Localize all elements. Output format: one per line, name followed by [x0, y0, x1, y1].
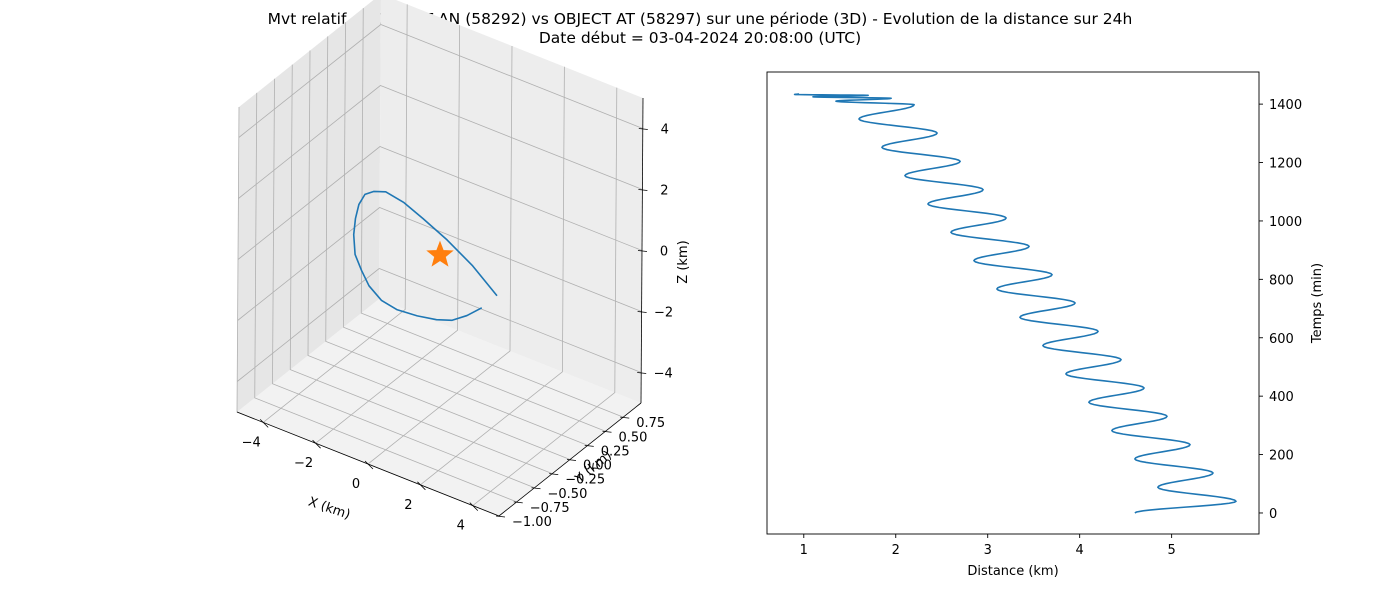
- y-tick-label: −0.50: [548, 487, 588, 502]
- grid-line-y: [289, 64, 553, 474]
- grid-line-x: [472, 87, 618, 506]
- grid-line-y: [254, 92, 517, 503]
- z-axis-title: Z (km): [676, 240, 691, 283]
- grid-line-x: [315, 25, 460, 444]
- grid-line-y: [307, 50, 571, 460]
- y-tick: [566, 459, 577, 461]
- figure-title-line2: Date début = 03-04-2024 20:08:00 (UTC): [538, 29, 862, 47]
- y-axis-title: Temps (min): [1310, 263, 1325, 344]
- z-tick-label: −4: [654, 367, 673, 382]
- y-tick: [513, 501, 523, 504]
- y-tick-label: 0.25: [601, 444, 630, 459]
- grid-line-z: [238, 85, 643, 199]
- x-tick-label: 2: [404, 498, 412, 513]
- z-tick-label: −2: [654, 306, 673, 321]
- z-tick: [638, 189, 648, 191]
- y-tick: [495, 515, 506, 518]
- y-tick: [584, 444, 594, 447]
- y-tick: [602, 430, 612, 433]
- y-tick-label: −1.00: [512, 515, 552, 530]
- grid-line-y: [272, 78, 535, 489]
- x-tick: [364, 460, 374, 470]
- y-tick: [549, 473, 559, 476]
- y-tick-label: 0.00: [583, 459, 612, 474]
- z-tick: [638, 128, 648, 130]
- y-tick-label: 0.75: [636, 416, 665, 431]
- chart-3d-trajectory: −4−2024 −1.00−0.75−0.50−0.250.000.250.500…: [236, 0, 691, 534]
- x-tick: [312, 439, 321, 449]
- grid-line-x: [420, 66, 565, 486]
- y-tick-label: 400: [1269, 390, 1294, 405]
- y-tick-label: −0.25: [565, 473, 605, 488]
- y-tick-label: 0: [1269, 507, 1277, 522]
- x-tick-label: 4: [1076, 543, 1084, 558]
- z-axis-line: [640, 97, 644, 404]
- x-tick-label: −2: [294, 456, 313, 471]
- trajectory-line: [352, 190, 498, 322]
- grid-line-x: [367, 45, 513, 465]
- x-tick-label: −4: [242, 435, 261, 450]
- y-tick-label: 200: [1269, 449, 1294, 464]
- z-tick-label: 0: [660, 245, 668, 260]
- grid-line-y: [325, 36, 588, 446]
- y-tick: [531, 487, 541, 490]
- x-tick: [259, 419, 269, 428]
- grid-line-y: [360, 8, 624, 418]
- z-tick-label: 4: [661, 123, 669, 138]
- y-tick-label: −0.75: [530, 501, 570, 516]
- y-tick-label: 0.50: [619, 430, 648, 445]
- grid-line-z: [236, 268, 642, 382]
- grid-line-z: [237, 146, 643, 260]
- z-tick-label: 2: [660, 184, 668, 199]
- y-tick-label: 1200: [1269, 157, 1302, 172]
- z-tick: [637, 311, 647, 313]
- x-tick: [469, 502, 479, 511]
- x-axis-title: X (km): [306, 495, 352, 523]
- figure-title: Mvt relatif de OBJECT AN (58292) vs OBJE…: [0, 10, 1400, 48]
- x-tick-label: 1: [800, 543, 808, 558]
- grid-line-y: [343, 22, 606, 432]
- x-tick-label: 5: [1167, 543, 1175, 558]
- grid-line-z: [238, 24, 643, 138]
- y-tick: [620, 416, 630, 419]
- x-tick-label: 4: [457, 519, 465, 534]
- x-axis-title: Distance (km): [967, 564, 1058, 579]
- reference-star-marker: [426, 240, 454, 267]
- grid-line-x: [262, 4, 408, 423]
- plot-frame: [766, 71, 1260, 535]
- z-tick: [637, 372, 647, 374]
- chart-distance-vs-time: 1 2 3 4 5 0 200 400 600 800 1000 1200 1400 Distance (…: [766, 71, 1325, 579]
- figure-title-line1: Mvt relatif de OBJECT AN (58292) vs OBJE…: [267, 10, 1133, 28]
- y-tick-label: 1400: [1269, 98, 1302, 113]
- x-tick: [417, 481, 426, 491]
- y-tick-label: 600: [1269, 332, 1294, 347]
- grid-line-z: [237, 207, 642, 321]
- z-tick: [637, 250, 648, 252]
- distance-line: [793, 93, 1237, 514]
- x-tick-label: 3: [984, 543, 992, 558]
- y-tick-label: 800: [1269, 273, 1294, 288]
- y-tick-label: 1000: [1269, 215, 1302, 230]
- x-tick-label: 2: [892, 543, 900, 558]
- x-tick-label: 0: [352, 477, 360, 492]
